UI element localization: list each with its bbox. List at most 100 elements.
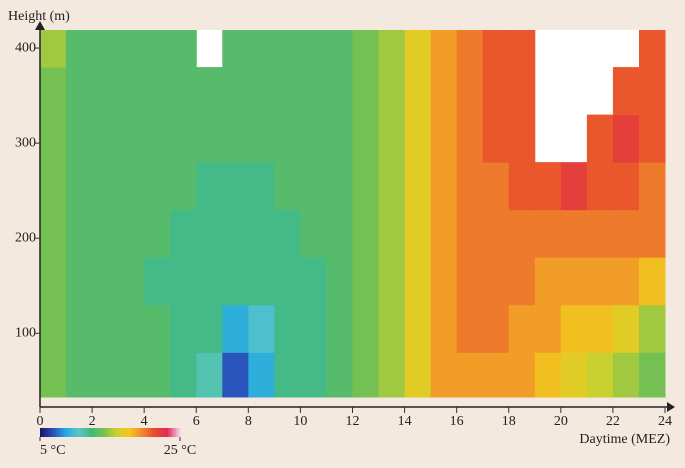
heat-cell bbox=[430, 304, 458, 353]
heat-cell bbox=[456, 209, 484, 258]
heat-cell bbox=[482, 352, 510, 398]
heat-cell bbox=[40, 67, 67, 116]
y-tick-label: 400 bbox=[15, 40, 36, 55]
heat-cell bbox=[144, 67, 171, 116]
colorbar-segment bbox=[112, 428, 115, 437]
colorbar-segment bbox=[100, 428, 103, 437]
heat-cell bbox=[170, 162, 197, 211]
heat-cell bbox=[196, 162, 223, 211]
heat-cell bbox=[196, 304, 223, 353]
heat-cell bbox=[92, 304, 119, 353]
heat-cell bbox=[326, 304, 353, 353]
heat-cell bbox=[196, 257, 223, 306]
colorbar-tick-label: 5 °C bbox=[40, 443, 65, 458]
heat-cell bbox=[92, 67, 119, 116]
colorbar-segment bbox=[98, 428, 101, 437]
heat-cell bbox=[92, 352, 119, 398]
heat-cell bbox=[40, 304, 67, 353]
colorbar-segment bbox=[60, 428, 63, 437]
colorbar-segment bbox=[82, 428, 85, 437]
heat-cell bbox=[456, 162, 484, 211]
colorbar-segment bbox=[74, 428, 77, 437]
colorbar-segment bbox=[46, 428, 49, 437]
heat-cell bbox=[248, 209, 275, 258]
heat-cell bbox=[612, 162, 640, 211]
heat-cell bbox=[274, 304, 301, 353]
colorbar-segment bbox=[154, 428, 157, 437]
heat-cell bbox=[534, 162, 562, 211]
heat-cell bbox=[326, 209, 353, 258]
heat-cell bbox=[248, 30, 275, 68]
heat-cell bbox=[534, 304, 562, 353]
colorbar-segment bbox=[116, 428, 119, 437]
heat-cell bbox=[222, 352, 249, 398]
heat-cell bbox=[560, 209, 588, 258]
heat-cell bbox=[586, 304, 614, 353]
heat-cell bbox=[144, 30, 171, 68]
heat-cell bbox=[612, 114, 640, 163]
heat-cell bbox=[222, 162, 249, 211]
colorbar-segment bbox=[102, 428, 105, 437]
heat-cell bbox=[248, 257, 275, 306]
colorbar-segment bbox=[142, 428, 145, 437]
heat-cell bbox=[170, 67, 197, 116]
heat-cell bbox=[40, 162, 67, 211]
heat-cell bbox=[508, 352, 536, 398]
heat-cell bbox=[352, 352, 380, 398]
heat-cell bbox=[430, 30, 458, 68]
heat-cell bbox=[508, 209, 536, 258]
heat-cell bbox=[170, 209, 197, 258]
heat-cell bbox=[300, 67, 327, 116]
heat-cell bbox=[92, 114, 119, 163]
heat-cell bbox=[456, 304, 484, 353]
heat-cell bbox=[638, 304, 666, 353]
heat-cell bbox=[586, 114, 614, 163]
heat-cell bbox=[274, 162, 301, 211]
heat-cell bbox=[66, 30, 93, 68]
heat-cell bbox=[66, 114, 93, 163]
colorbar-segment bbox=[174, 428, 177, 437]
heat-cell bbox=[66, 257, 93, 306]
heat-cell bbox=[586, 257, 614, 306]
heat-cell bbox=[92, 209, 119, 258]
heat-cell bbox=[222, 114, 249, 163]
heat-cell bbox=[638, 67, 666, 116]
heat-cell bbox=[40, 257, 67, 306]
x-axis-label: Daytime (MEZ) bbox=[579, 432, 670, 447]
x-tick-label: 24 bbox=[658, 414, 672, 429]
heat-cell bbox=[222, 257, 249, 306]
colorbar-segment bbox=[162, 428, 165, 437]
heat-cell bbox=[326, 67, 353, 116]
heat-cell bbox=[352, 209, 380, 258]
heat-cell bbox=[118, 30, 145, 68]
colorbar-segment bbox=[176, 428, 179, 437]
colorbar-segment bbox=[114, 428, 117, 437]
heat-cell bbox=[170, 30, 197, 68]
heat-cell bbox=[612, 304, 640, 353]
colorbar-segment bbox=[66, 428, 69, 437]
colorbar-segment bbox=[170, 428, 173, 437]
colorbar-segment bbox=[48, 428, 51, 437]
heat-cell bbox=[404, 304, 432, 353]
heat-cell bbox=[300, 257, 327, 306]
colorbar-segment bbox=[40, 428, 43, 437]
heat-cell bbox=[222, 67, 249, 116]
heat-cell bbox=[456, 67, 484, 116]
heat-cell bbox=[456, 352, 484, 398]
heat-cell bbox=[508, 30, 536, 68]
heat-cell bbox=[326, 162, 353, 211]
heat-cell bbox=[482, 30, 510, 68]
colorbar-segment bbox=[150, 428, 153, 437]
heat-cell bbox=[534, 352, 562, 398]
colorbar-segment bbox=[172, 428, 175, 437]
heat-cell bbox=[196, 67, 223, 116]
colorbar-segment bbox=[140, 428, 143, 437]
heat-cell bbox=[144, 304, 171, 353]
x-tick-label: 0 bbox=[37, 414, 44, 429]
heat-cell bbox=[430, 257, 458, 306]
colorbar-segment bbox=[126, 428, 129, 437]
heat-cell bbox=[508, 67, 536, 116]
heat-cell bbox=[66, 162, 93, 211]
heat-cell bbox=[248, 67, 275, 116]
colorbar-segment bbox=[64, 428, 67, 437]
